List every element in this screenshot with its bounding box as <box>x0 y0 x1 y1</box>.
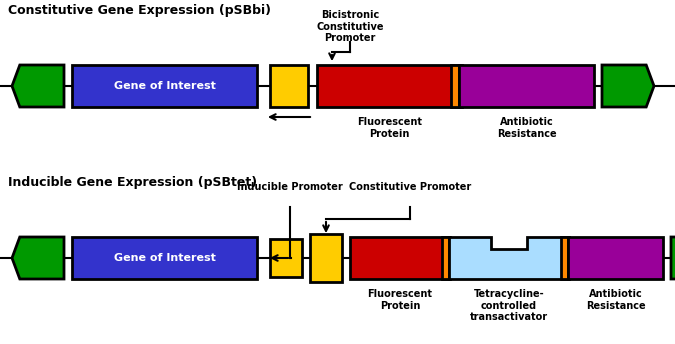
Text: Tetracycline-
controlled
transactivator: Tetracycline- controlled transactivator <box>470 289 548 322</box>
Polygon shape <box>12 65 64 107</box>
Text: Antibiotic
Resistance: Antibiotic Resistance <box>497 117 556 139</box>
Polygon shape <box>602 65 654 107</box>
Polygon shape <box>449 237 569 279</box>
Text: Constitutive Gene Expression (pSBbi): Constitutive Gene Expression (pSBbi) <box>8 4 271 17</box>
Bar <box>451 65 459 107</box>
Text: Inducible Promoter: Inducible Promoter <box>237 182 343 192</box>
Bar <box>568 237 663 279</box>
Text: Gene of Interest: Gene of Interest <box>113 253 215 263</box>
Bar <box>270 239 302 277</box>
Bar <box>442 237 449 279</box>
Bar <box>561 237 568 279</box>
Text: Antibiotic
Resistance: Antibiotic Resistance <box>586 289 645 311</box>
Text: Gene of Interest: Gene of Interest <box>113 81 215 91</box>
Bar <box>310 234 342 282</box>
Text: Inducible Gene Expression (pSBtet): Inducible Gene Expression (pSBtet) <box>8 176 257 189</box>
Polygon shape <box>671 237 675 279</box>
Bar <box>459 65 594 107</box>
Text: Bicistronic
Constitutive
Promoter: Bicistronic Constitutive Promoter <box>317 10 384 43</box>
Bar <box>72 237 257 279</box>
Bar <box>317 65 462 107</box>
Bar <box>350 237 450 279</box>
Text: Fluorescent
Protein: Fluorescent Protein <box>357 117 422 139</box>
Text: Constitutive Promoter: Constitutive Promoter <box>349 182 471 192</box>
Polygon shape <box>12 237 64 279</box>
Text: Fluorescent
Protein: Fluorescent Protein <box>367 289 433 311</box>
Bar <box>72 65 257 107</box>
Bar <box>270 65 308 107</box>
